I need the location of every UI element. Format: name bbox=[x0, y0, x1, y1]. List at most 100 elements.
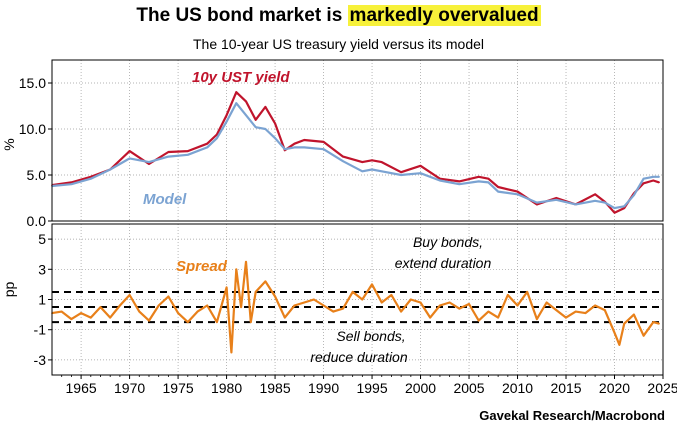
spread-point bbox=[240, 306, 242, 308]
model-point bbox=[303, 146, 305, 149]
spread-point bbox=[206, 304, 208, 307]
spread-point bbox=[516, 304, 519, 307]
buy-bonds-annotation-line1: Buy bonds, bbox=[413, 234, 483, 250]
model-point bbox=[497, 190, 499, 193]
yield-point bbox=[400, 171, 402, 174]
sell-bonds-annotation-line1: Sell bonds, bbox=[336, 328, 405, 344]
spread-point bbox=[584, 312, 587, 314]
model-point bbox=[594, 199, 596, 202]
yield-point bbox=[487, 177, 490, 180]
bottom-ytick-label: 1 bbox=[38, 292, 46, 308]
yield-point bbox=[303, 139, 305, 141]
spread-point bbox=[400, 310, 402, 313]
spread-series-label: Spread bbox=[176, 258, 228, 275]
axes bbox=[48, 59, 664, 379]
model-point bbox=[652, 176, 655, 178]
model-point bbox=[419, 172, 422, 174]
spread-series-line bbox=[51, 260, 660, 354]
spread-point bbox=[458, 307, 461, 310]
model-point bbox=[128, 157, 131, 160]
yield-point bbox=[419, 165, 422, 167]
model-point bbox=[109, 168, 111, 171]
spread-point bbox=[283, 316, 286, 319]
spread-point bbox=[313, 298, 315, 301]
top-y-axis-label: % bbox=[1, 138, 17, 150]
model-point bbox=[658, 176, 660, 178]
spread-point bbox=[526, 291, 529, 293]
spread-point bbox=[342, 307, 344, 310]
model-point bbox=[206, 146, 208, 149]
spread-point bbox=[230, 351, 233, 354]
yield-point bbox=[594, 193, 596, 196]
spread-point bbox=[371, 283, 373, 286]
yield-point bbox=[293, 142, 296, 145]
spread-point bbox=[448, 301, 451, 304]
yield-point bbox=[361, 161, 364, 163]
xtick-label: 1965 bbox=[66, 380, 97, 396]
model-point bbox=[235, 102, 238, 105]
spread-point bbox=[497, 316, 499, 319]
model-point bbox=[167, 155, 170, 158]
bottom-y-axis-label: pp bbox=[1, 282, 17, 298]
yield-point bbox=[254, 119, 257, 121]
spread-point bbox=[477, 319, 480, 322]
yield-point bbox=[371, 159, 373, 162]
spread-point bbox=[264, 280, 267, 283]
model-point bbox=[439, 179, 441, 182]
spread-point bbox=[186, 321, 189, 323]
spread-point bbox=[618, 344, 621, 346]
top-ytick-label: 15.0 bbox=[19, 75, 46, 91]
spread-point bbox=[109, 316, 111, 319]
yield-point bbox=[216, 133, 218, 136]
top-ytick-label: 10.0 bbox=[19, 121, 46, 137]
spread-point bbox=[536, 318, 538, 320]
spread-point bbox=[119, 304, 121, 307]
spread-point bbox=[216, 321, 218, 323]
yield-point bbox=[225, 114, 228, 116]
yield-point bbox=[235, 91, 238, 93]
xtick-label: 1975 bbox=[163, 380, 194, 396]
xtick-label: 2000 bbox=[405, 380, 436, 396]
xtick-label: 1990 bbox=[308, 380, 339, 396]
model-point bbox=[633, 194, 635, 197]
spread-point bbox=[177, 312, 179, 314]
spread-point bbox=[167, 295, 170, 298]
chart-subtitle: The 10-year US treasury yield versus its… bbox=[193, 36, 484, 52]
spread-point bbox=[274, 295, 276, 298]
spread-point bbox=[99, 306, 102, 308]
spread-point bbox=[361, 298, 364, 301]
top-panel-lines bbox=[51, 91, 660, 214]
spread-point bbox=[487, 310, 490, 313]
model-point bbox=[555, 199, 558, 201]
xtick-label: 1980 bbox=[211, 380, 242, 396]
source-label: Gavekal Research/Macrobond bbox=[479, 408, 665, 423]
spread-point bbox=[245, 260, 247, 263]
yield-point bbox=[642, 182, 645, 185]
title-prefix: The US bond market is bbox=[136, 5, 348, 26]
spread-point bbox=[658, 322, 660, 325]
bottom-ytick-label: 3 bbox=[38, 261, 46, 277]
spread-point bbox=[380, 301, 383, 304]
model-point bbox=[274, 137, 276, 139]
xtick-label: 1995 bbox=[356, 380, 387, 396]
yield-point bbox=[148, 163, 150, 165]
yield-point bbox=[613, 211, 616, 214]
yield-point bbox=[652, 179, 655, 182]
model-series-label: Model bbox=[143, 191, 187, 208]
spread-point bbox=[604, 309, 606, 311]
xtick-label: 1970 bbox=[114, 380, 145, 396]
spread-point bbox=[332, 310, 335, 313]
yield-point bbox=[186, 150, 189, 152]
spread-point bbox=[89, 316, 92, 319]
spread-point bbox=[138, 310, 141, 313]
model-point bbox=[245, 114, 247, 116]
bottom-panel-lines bbox=[51, 260, 660, 354]
top-ytick-label: 0.0 bbox=[27, 213, 47, 229]
spread-point bbox=[642, 334, 645, 337]
spread-point bbox=[468, 303, 470, 305]
bottom-ytick-label: -3 bbox=[34, 352, 47, 368]
spread-point bbox=[574, 310, 577, 313]
spread-point bbox=[507, 294, 509, 296]
buy-bonds-annotation-line2: extend duration bbox=[395, 255, 492, 271]
sell-bonds-annotation-line2: reduce duration bbox=[310, 349, 408, 365]
